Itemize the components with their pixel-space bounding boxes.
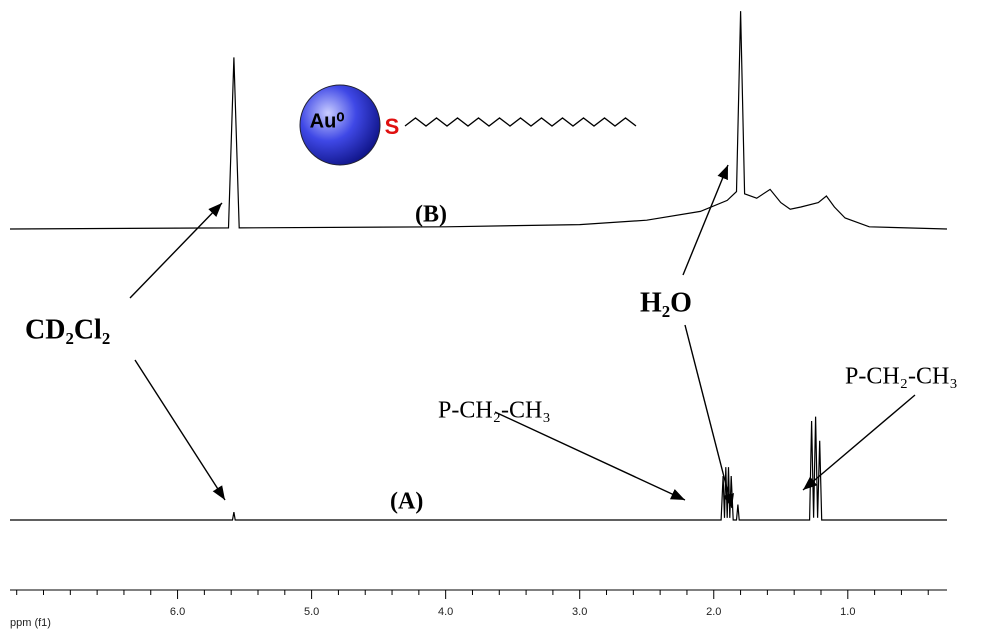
x-tick-label: 2.0	[706, 606, 721, 618]
water-label: H₂O	[640, 287, 692, 318]
solvent-label: CD₂Cl₂	[25, 314, 110, 345]
arrow	[684, 324, 734, 509]
series-label: (A)	[390, 489, 423, 515]
spectrum	[10, 416, 947, 521]
series-label: (B)	[415, 202, 447, 228]
x-tick-label: 5.0	[304, 606, 319, 618]
gold-label: Au⁰	[310, 110, 345, 132]
arrow	[129, 202, 223, 299]
x-tick-label: 1.0	[840, 606, 855, 618]
x-tick-label: 4.0	[438, 606, 453, 618]
arrow	[134, 359, 226, 501]
gold-particle	[299, 84, 381, 166]
arrow	[682, 164, 729, 276]
x-tick-label: 3.0	[572, 606, 587, 618]
x-tick-label: 6.0	[170, 606, 185, 618]
x-axis-label: ppm (f1)	[10, 617, 51, 629]
methyl-label: P-CH₂-CH₃	[845, 364, 958, 390]
spectrum	[9, 11, 948, 230]
arrow	[802, 394, 916, 491]
arrow	[494, 411, 686, 501]
alkyl-chain	[404, 117, 637, 127]
arrows	[129, 164, 916, 509]
methylene-label: P-CH₂-CH₃	[438, 398, 551, 424]
sulfur-label: S	[385, 114, 400, 139]
